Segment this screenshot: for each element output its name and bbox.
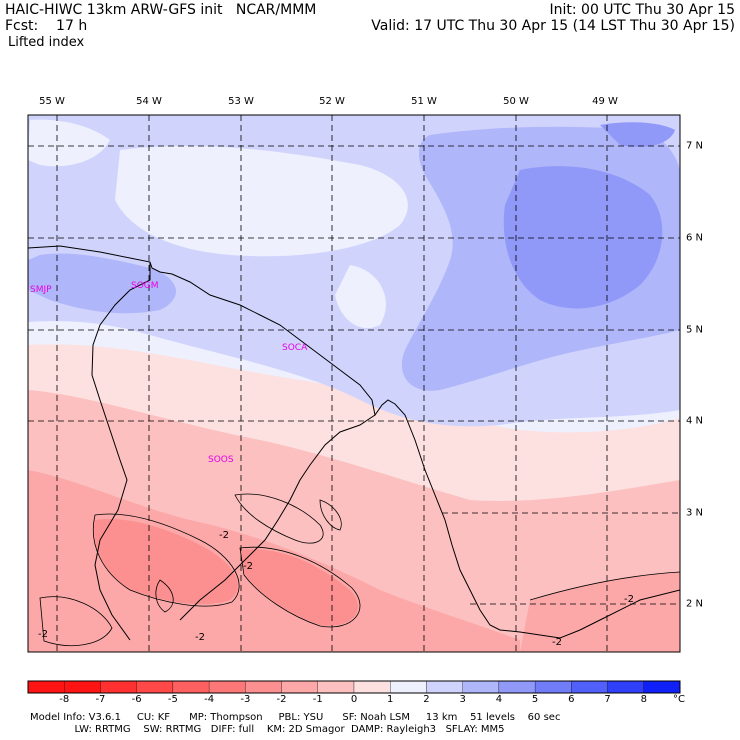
- contour-label: -2: [552, 637, 562, 648]
- longitude-label: 52 W: [319, 96, 345, 107]
- contour-label: -2: [624, 594, 634, 605]
- field-name: Lifted index: [8, 35, 85, 50]
- colorbar-tick-label: -1: [312, 694, 323, 705]
- colorbar-tick-label: -2: [276, 694, 287, 705]
- contour-label: -2: [219, 530, 229, 541]
- colorbar-tick-label: -8: [59, 694, 70, 705]
- lat-lon-grid: [28, 115, 680, 652]
- station-label-soos: SOOS: [208, 455, 234, 465]
- model-info-line1: Model Info: V3.6.1 CU: KF MP: Thompson P…: [30, 712, 561, 723]
- colorbar-tick-label: 8: [640, 694, 647, 705]
- init-time: Init: 00 UTC Thu 30 Apr 15: [549, 2, 735, 18]
- coastline: [28, 245, 680, 641]
- latitude-label: 2 N: [686, 598, 704, 610]
- colorbar-tick-label: 5: [531, 694, 539, 705]
- latitude-label: 7 N: [686, 140, 704, 152]
- contour-label: -2: [38, 629, 48, 640]
- forecast-hour: Fcst: 17 h: [5, 18, 88, 34]
- colorbar-tick-label: -5: [167, 694, 178, 705]
- colorbar-tick-label: 1: [387, 694, 394, 705]
- longitude-label: 55 W: [39, 96, 65, 107]
- colorbar-tick-label: 7: [604, 694, 611, 705]
- station-label-smjp: SMJP: [30, 285, 52, 295]
- latitude-label: 4 N: [686, 415, 704, 427]
- model-title: HAIC-HIWC 13km ARW-GFS init NCAR/MMM: [5, 2, 317, 18]
- longitude-label: 53 W: [228, 96, 254, 107]
- model-info-line2: LW: RRTMG SW: RRTMG DIFF: full KM: 2D Sm…: [30, 724, 505, 735]
- colorbar-tick-label: 0: [350, 694, 358, 705]
- latitude-label: 3 N: [686, 507, 704, 519]
- colorbar-unit: °C: [673, 694, 685, 705]
- colorbar-tick-label: -7: [95, 694, 106, 705]
- colorbar-tick-label: 4: [495, 694, 503, 705]
- contour-label: -2: [243, 561, 253, 572]
- station-label-sogm: SOGM: [131, 281, 159, 291]
- colorbar-tick-label: 6: [568, 694, 575, 705]
- map-frame: [27, 114, 681, 653]
- lifted-index-contours: [39, 493, 680, 647]
- colorbar-tick-label: -3: [240, 694, 251, 705]
- colorbar-tick-label: 2: [423, 694, 430, 705]
- longitude-label: 50 W: [503, 96, 529, 107]
- colorbar-tick-label: 3: [459, 694, 466, 705]
- colorbar-tick-label: -4: [204, 694, 215, 705]
- station-label-soca: SOCA: [282, 343, 308, 353]
- valid-time: Valid: 17 UTC Thu 30 Apr 15 (14 LST Thu …: [371, 18, 735, 34]
- colorbar-tick-label: -6: [131, 694, 142, 705]
- latitude-label: 6 N: [686, 232, 704, 244]
- longitude-label: 49 W: [592, 96, 618, 107]
- longitude-label: 51 W: [411, 96, 437, 107]
- lifted-index-field: [28, 115, 680, 652]
- contour-label: -2: [195, 632, 205, 643]
- latitude-label: 5 N: [686, 324, 704, 336]
- longitude-label: 54 W: [136, 96, 162, 107]
